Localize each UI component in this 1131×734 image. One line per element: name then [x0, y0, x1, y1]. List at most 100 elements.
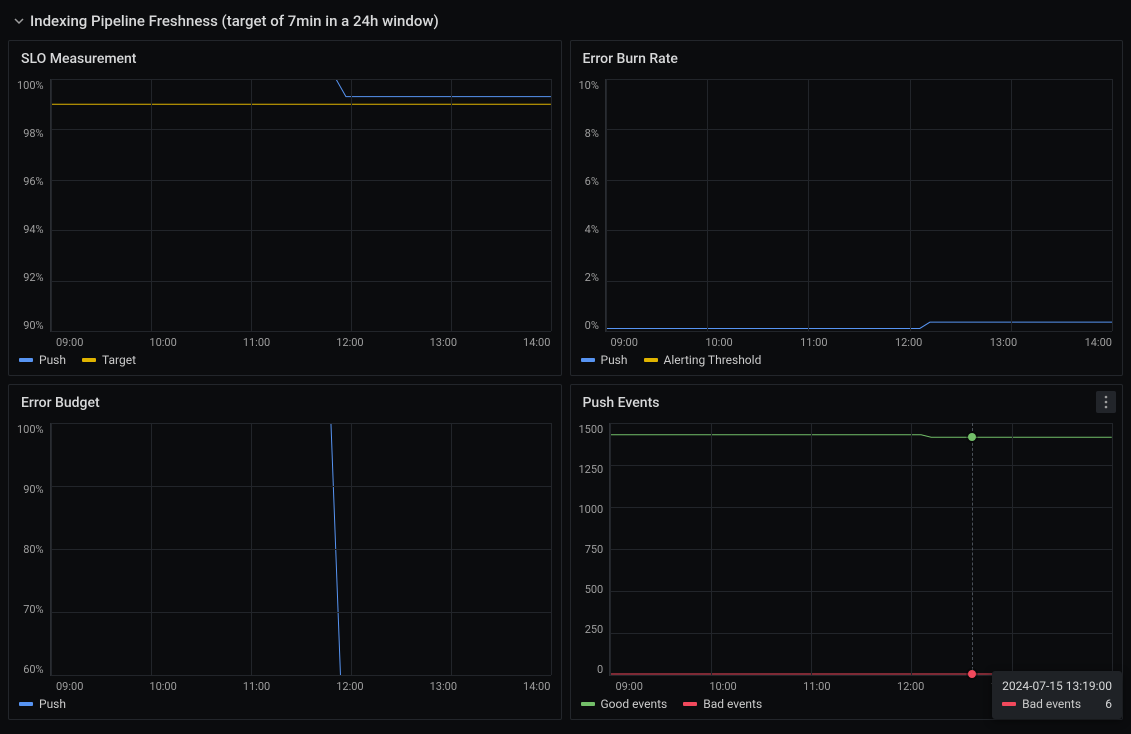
- x-tick: 09:00: [611, 336, 638, 349]
- x-tick: 09:00: [616, 680, 643, 693]
- chart[interactable]: 100%90%80%70%60% 09:0010:0011:0012:0013:…: [9, 417, 561, 719]
- legend-item[interactable]: Target: [82, 353, 136, 367]
- x-tick: 14:00: [1085, 336, 1112, 349]
- legend-label: Push: [39, 353, 66, 367]
- y-tick: 2%: [585, 271, 599, 284]
- y-axis: 100% 90% 80% 70% 60%: [17, 423, 50, 676]
- y-tick: 4%: [585, 223, 599, 236]
- panel-error-burn-rate: Error Burn Rate 10% 8% 6% 4% 2% 0% 09:00 10:00…: [570, 40, 1124, 376]
- y-tick: 500: [585, 583, 604, 596]
- x-tick: 12:00: [897, 680, 924, 693]
- legend-item[interactable]: Push: [581, 353, 628, 367]
- x-axis: 09:0010:0011:0012:0013:0014:00: [56, 680, 551, 693]
- x-tick: 09:00: [56, 336, 83, 349]
- panel-push-events: Push Events 1500 1250 1000 750 500 250 0 09:00…: [570, 384, 1124, 720]
- plot-area: [50, 423, 551, 676]
- legend-label: Target: [102, 353, 136, 367]
- crosshair: [972, 423, 973, 675]
- legend-swatch: [82, 358, 96, 362]
- legend-label: Push: [601, 353, 628, 367]
- x-tick: 11:00: [243, 680, 270, 693]
- legend: Push Target: [17, 349, 551, 373]
- x-tick: 12:00: [336, 336, 363, 349]
- tooltip-value: 6: [1105, 697, 1112, 711]
- x-tick: 13:00: [990, 336, 1017, 349]
- y-tick: 0: [597, 663, 603, 676]
- y-tick: 100%: [17, 79, 44, 92]
- section-header[interactable]: Indexing Pipeline Freshness (target of 7…: [0, 0, 1131, 40]
- plot-area: [50, 79, 551, 332]
- legend-swatch: [19, 358, 33, 362]
- y-axis: 1500 1250 1000 750 500 250 0: [579, 423, 610, 676]
- legend-item[interactable]: Push: [19, 353, 66, 367]
- legend-swatch: [19, 702, 33, 706]
- x-tick: 12:00: [336, 680, 363, 693]
- y-tick: 100%: [17, 423, 44, 436]
- x-tick: 10:00: [149, 336, 176, 349]
- x-tick: 13:00: [430, 336, 457, 349]
- x-tick: 14:00: [523, 680, 550, 693]
- chart[interactable]: 100%98%96%94%92%90% 09:0010:0011:0012:00…: [9, 73, 561, 375]
- y-tick: 1250: [579, 463, 604, 476]
- y-tick: 70%: [23, 603, 43, 616]
- x-axis: 09:00 10:00 11:00 12:00 13:00 14:00: [56, 336, 551, 349]
- legend-item[interactable]: Alerting Threshold: [644, 353, 762, 367]
- panel-title: Push Events: [571, 385, 1123, 417]
- y-tick: 60%: [23, 663, 43, 676]
- y-tick: 92%: [23, 271, 43, 284]
- panel-title: Error Burn Rate: [571, 41, 1123, 73]
- y-tick: 750: [585, 543, 604, 556]
- x-axis: 09:00 10:00 11:00 12:00 13:00 14:00: [611, 336, 1113, 349]
- chart[interactable]: 10% 8% 6% 4% 2% 0% 09:00 10:00 11:00 12:00 13:00 1…: [571, 73, 1123, 375]
- panel-slo-measurement: SLO Measurement 100%98%96%94%92%90% 09:0…: [8, 40, 562, 376]
- legend-swatch: [683, 702, 697, 706]
- panel-title: SLO Measurement: [9, 41, 561, 73]
- y-axis: 10% 8% 6% 4% 2% 0%: [579, 79, 605, 332]
- y-tick: 0%: [585, 319, 599, 332]
- y-tick: 10%: [579, 79, 599, 92]
- panel-error-budget: Error Budget 100%90%80%70%60% 09:0010:00…: [8, 384, 562, 720]
- x-tick: 14:00: [523, 336, 550, 349]
- y-tick: 1000: [579, 503, 604, 516]
- x-tick: 10:00: [705, 336, 732, 349]
- y-tick: 8%: [585, 127, 599, 140]
- y-tick: 90%: [23, 483, 43, 496]
- hover-marker: [968, 433, 976, 441]
- legend-item[interactable]: Good events: [581, 697, 668, 711]
- y-tick: 6%: [585, 175, 599, 188]
- x-tick: 13:00: [430, 680, 457, 693]
- y-tick: 98%: [23, 127, 43, 140]
- tooltip-series-label: Bad events: [1022, 697, 1081, 711]
- panel-title: Error Budget: [9, 385, 561, 417]
- x-tick: 10:00: [709, 680, 736, 693]
- panel-menu-button[interactable]: [1096, 391, 1116, 413]
- legend-item[interactable]: Bad events: [683, 697, 762, 711]
- tooltip-row: Bad events 6: [1002, 697, 1112, 711]
- section-title: Indexing Pipeline Freshness (target of 7…: [30, 12, 439, 30]
- y-axis: 100%98%96%94%92%90%: [17, 79, 50, 332]
- legend-swatch: [644, 358, 658, 362]
- legend-swatch: [581, 702, 595, 706]
- legend-label: Alerting Threshold: [664, 353, 762, 367]
- x-tick: 11:00: [243, 336, 270, 349]
- y-tick: 80%: [23, 543, 43, 556]
- y-tick: 250: [585, 623, 604, 636]
- x-tick: 11:00: [803, 680, 830, 693]
- plot-area: [609, 423, 1112, 676]
- plot-area: [605, 79, 1112, 332]
- x-tick: 12:00: [895, 336, 922, 349]
- hover-marker: [968, 670, 976, 678]
- tooltip-swatch: [1002, 702, 1016, 706]
- y-tick: 90%: [23, 319, 43, 332]
- x-tick: 10:00: [149, 680, 176, 693]
- legend-swatch: [581, 358, 595, 362]
- legend-label: Good events: [601, 697, 668, 711]
- y-tick: 94%: [23, 223, 43, 236]
- legend-label: Push: [39, 697, 66, 711]
- legend-item[interactable]: Push: [19, 697, 66, 711]
- legend-label: Bad events: [703, 697, 762, 711]
- x-tick: 11:00: [800, 336, 827, 349]
- legend: Push Alerting Threshold: [579, 349, 1113, 373]
- y-tick: 1500: [579, 423, 604, 436]
- chevron-down-icon: [14, 16, 24, 26]
